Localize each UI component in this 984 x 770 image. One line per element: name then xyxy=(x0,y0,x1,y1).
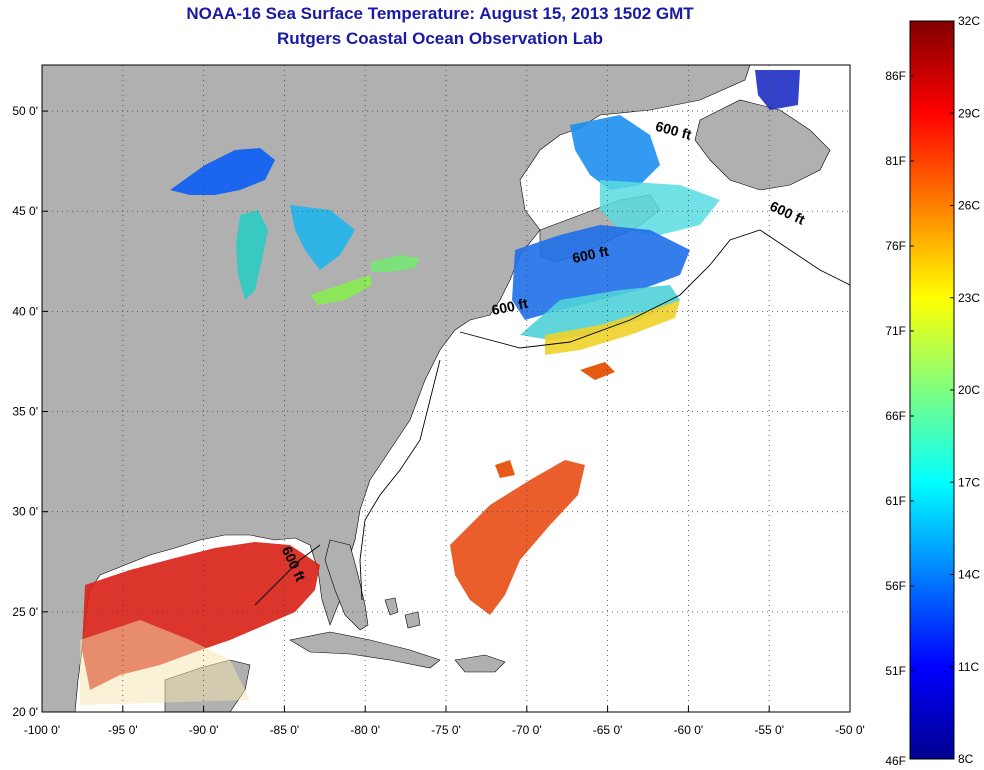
x-tick-label: -90 0' xyxy=(189,723,219,737)
x-tick-label: -60 0' xyxy=(674,723,704,737)
x-tick-label: -75 0' xyxy=(431,723,461,737)
y-axis: 20 0' 25 0' 30 0' 35 0' 40 0' 45 0' 50 0' xyxy=(12,104,48,719)
sst-labrador xyxy=(755,70,800,110)
sst-sargasso-north xyxy=(495,460,515,478)
lake-ontario xyxy=(370,255,420,272)
colorbar-labels: 32C 29C 26C 23C 20C 17C 14C 11C 8C 86F 81F 76F 71F 66… xyxy=(885,14,980,768)
colorbar-label-celsius: 14C xyxy=(958,568,980,582)
hispaniola-land xyxy=(454,654,506,673)
colorbar-label-celsius: 29C xyxy=(958,106,980,120)
colorbar-label-celsius: 11C xyxy=(958,660,979,674)
map-subtitle: Rutgers Coastal Ocean Observation Lab xyxy=(277,29,603,48)
y-tick-label: 50 0' xyxy=(12,104,38,118)
y-tick-label: 35 0' xyxy=(12,405,38,419)
x-tick-label: -80 0' xyxy=(350,723,380,737)
map-title: NOAA-16 Sea Surface Temperature: August … xyxy=(186,4,694,23)
sst-gulf-stlawrence xyxy=(570,115,660,190)
isobath-label: 600 ft xyxy=(490,295,529,318)
x-tick-label: -95 0' xyxy=(108,723,138,737)
x-tick-label: -85 0' xyxy=(270,723,300,737)
lake-huron xyxy=(290,205,355,270)
colorbar-label-fahrenheit: 61F xyxy=(885,494,906,508)
sst-sargasso xyxy=(450,460,585,615)
colorbar-label-fahrenheit: 76F xyxy=(885,239,906,253)
isobath-600ft xyxy=(254,229,850,606)
colorbar-label-fahrenheit: 71F xyxy=(885,324,906,338)
sst-scotian-shelf xyxy=(600,180,720,235)
colorbar-label-fahrenheit: 81F xyxy=(885,154,906,168)
x-tick-label: -70 0' xyxy=(512,723,542,737)
y-tick-label: 30 0' xyxy=(12,505,38,519)
lake-erie xyxy=(310,275,372,305)
colorbar-label-celsius: 20C xyxy=(958,383,980,397)
colorbar-label-celsius: 26C xyxy=(958,199,980,213)
florida-land xyxy=(324,539,369,631)
x-tick-label: -50 0' xyxy=(835,723,865,737)
sst-gulf-mexico-clear xyxy=(80,620,250,705)
lake-superior xyxy=(170,148,275,195)
y-tick-label: 20 0' xyxy=(12,705,38,719)
colorbar-label-celsius: 23C xyxy=(958,291,980,305)
colorbar-label-fahrenheit: 66F xyxy=(885,409,906,423)
sst-shelf-warm xyxy=(545,300,680,355)
colorbar-label-fahrenheit: 51F xyxy=(885,664,906,678)
great-lakes xyxy=(170,148,420,305)
colorbar-label-celsius: 17C xyxy=(958,475,980,489)
x-tick-label: -55 0' xyxy=(754,723,784,737)
colorbar-label-fahrenheit: 86F xyxy=(885,69,906,83)
lake-michigan xyxy=(236,210,268,300)
colorbar xyxy=(909,20,955,760)
colorbar-label-fahrenheit: 56F xyxy=(885,579,906,593)
x-tick-label: -100 0' xyxy=(24,723,60,737)
x-axis: -100 0' -95 0' -90 0' -85 0' -80 0' -75 0' -70… xyxy=(24,706,865,737)
sst-warm-small xyxy=(580,362,615,380)
sst-patches xyxy=(80,70,800,705)
north-america-land xyxy=(42,65,751,712)
y-tick-label: 40 0' xyxy=(12,304,38,318)
y-tick-label: 45 0' xyxy=(12,204,38,218)
colorbar-label-fahrenheit: 46F xyxy=(885,754,906,768)
isobath-label: 600 ft xyxy=(571,243,610,266)
x-tick-label: -65 0' xyxy=(593,723,623,737)
colorbar-label-celsius: 8C xyxy=(958,752,974,766)
sst-georges-bank xyxy=(520,285,680,340)
sst-gulf-of-maine xyxy=(512,225,690,320)
y-tick-label: 25 0' xyxy=(12,605,38,619)
colorbar-label-celsius: 32C xyxy=(958,14,980,28)
